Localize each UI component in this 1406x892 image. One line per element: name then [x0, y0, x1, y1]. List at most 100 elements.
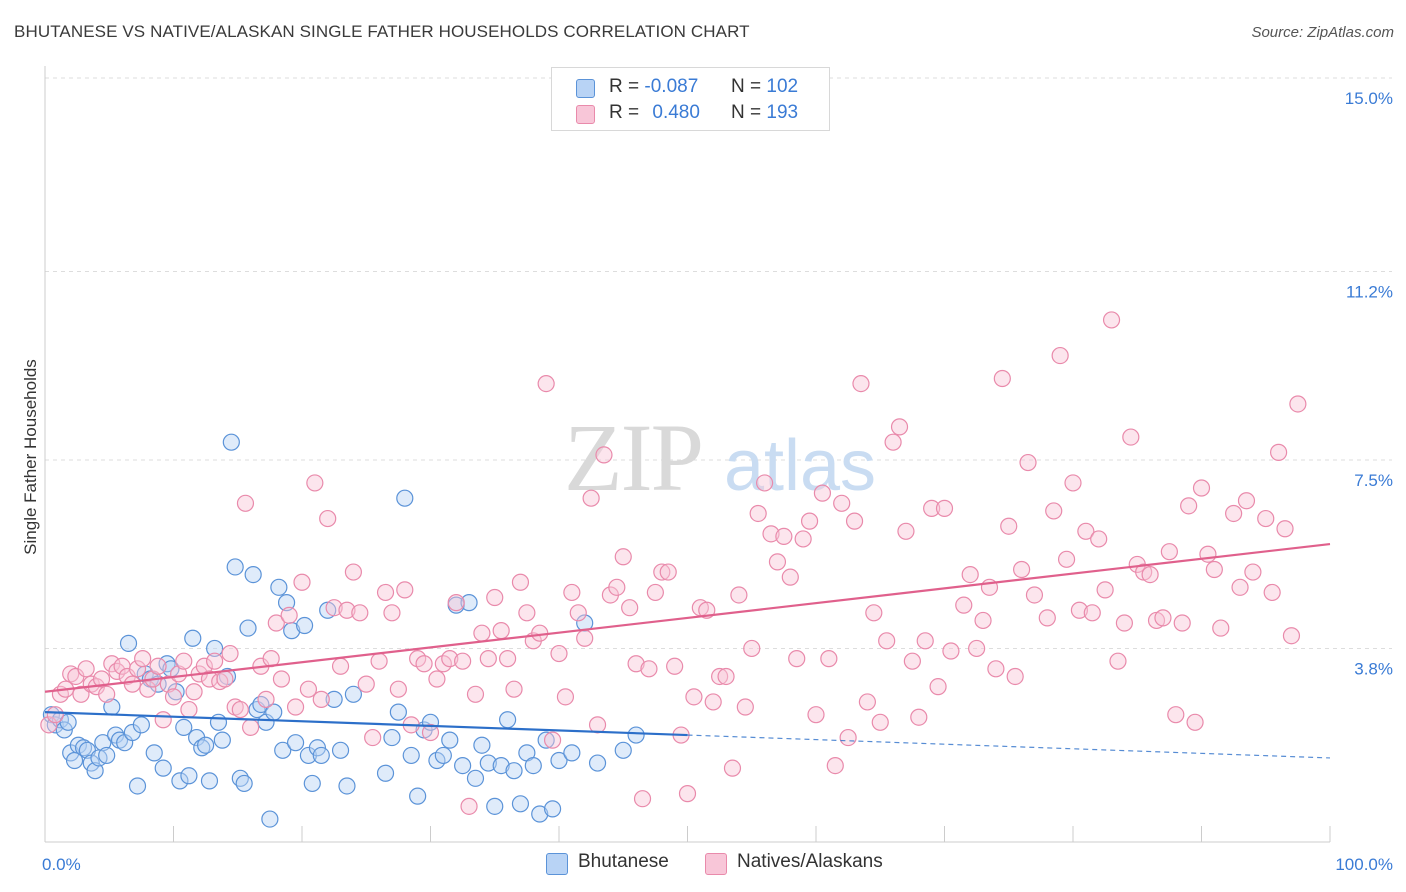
bhutanese-point-95 — [543, 800, 562, 818]
natives-point-61 — [383, 604, 401, 622]
bhutanese-point-48 — [244, 565, 262, 584]
natives-point-124 — [788, 650, 806, 668]
bhutanese-point-73 — [402, 746, 420, 765]
natives-point-38 — [236, 494, 255, 512]
natives-point-66 — [415, 655, 433, 673]
bhutanese-point-88 — [499, 711, 517, 729]
trend-line-bhutanese-extension — [687, 734, 1331, 759]
bhutanese-point-52 — [261, 810, 279, 828]
natives-point-47 — [293, 573, 311, 591]
natives-point-97 — [614, 548, 632, 566]
r-label: R = — [609, 102, 640, 123]
y-tick-label-3: 15.0% — [1345, 89, 1393, 108]
natives-point-184 — [1186, 713, 1204, 731]
natives-point-161 — [1038, 609, 1056, 627]
bhutanese-point-89 — [505, 762, 523, 780]
natives-point-34 — [216, 670, 234, 688]
natives-point-51 — [319, 509, 337, 528]
bhutanese-point-44 — [226, 558, 244, 576]
natives-point-125 — [794, 530, 812, 548]
tick-labels: 3.8% 7.5% 11.2% 15.0% 0.0% 100.0% — [42, 89, 1393, 874]
natives-point-168 — [1083, 604, 1101, 622]
natives-point-92 — [582, 489, 600, 507]
natives-point-113 — [717, 667, 735, 686]
natives-point-73 — [460, 797, 478, 815]
watermark-atlas: atlas — [724, 426, 876, 506]
natives-point-44 — [272, 670, 291, 688]
natives-point-190 — [1231, 578, 1249, 596]
natives-point-107 — [678, 785, 697, 803]
natives-point-62 — [389, 680, 407, 698]
natives-point-77 — [486, 588, 504, 607]
natives-point-108 — [685, 688, 703, 706]
bhutanese-point-32 — [175, 718, 193, 737]
r-value-natives: 0.480 — [652, 102, 700, 123]
natives-point-188 — [1212, 619, 1230, 637]
y-tick-label-2: 11.2% — [1346, 283, 1393, 302]
natives-point-87 — [550, 644, 568, 663]
natives-point-93 — [588, 716, 607, 734]
natives-point-179 — [1154, 609, 1172, 627]
natives-point-11 — [98, 685, 116, 703]
bhutanese-point-94 — [537, 731, 555, 749]
natives-point-177 — [1141, 565, 1159, 584]
natives-point-82 — [518, 604, 536, 622]
natives-point-144 — [916, 632, 934, 650]
bhutanese-point-4 — [59, 713, 77, 731]
natives-point-48 — [299, 680, 318, 698]
natives-point-164 — [1057, 550, 1076, 568]
natives-point-105 — [666, 657, 684, 675]
natives-point-120 — [762, 525, 780, 543]
natives-point-117 — [743, 639, 761, 658]
natives-point-134 — [852, 375, 870, 393]
natives-point-174 — [1122, 428, 1140, 446]
natives-point-173 — [1115, 614, 1134, 632]
natives-point-86 — [543, 731, 562, 749]
natives-point-99 — [627, 655, 645, 673]
natives-point-23 — [159, 675, 177, 693]
natives-point-162 — [1045, 502, 1063, 520]
natives-point-146 — [929, 678, 947, 696]
natives-point-27 — [180, 700, 198, 719]
bhutanese-point-97 — [563, 744, 581, 762]
natives-point-159 — [1019, 453, 1037, 472]
natives-point-189 — [1225, 504, 1243, 523]
n-value-natives: 193 — [766, 102, 799, 123]
natives-point-37 — [231, 700, 249, 719]
natives-point-100 — [633, 790, 652, 808]
natives-point-22 — [154, 711, 172, 729]
natives-point-155 — [993, 369, 1011, 388]
natives-point-43 — [267, 614, 285, 632]
natives-point-72 — [454, 652, 472, 670]
natives-point-19 — [139, 680, 157, 698]
natives-point-50 — [312, 690, 330, 708]
bhutanese-point-61 — [303, 774, 321, 793]
y-tick-label-0: 3.8% — [1354, 659, 1393, 678]
bhutanese-point-25 — [145, 744, 163, 762]
natives-point-16 — [123, 675, 141, 693]
bhutanese-point-58 — [286, 734, 305, 752]
natives-point-156 — [1000, 517, 1018, 535]
bhutanese-point-34 — [184, 629, 202, 647]
natives-point-91 — [576, 629, 594, 647]
natives-point-26 — [175, 652, 193, 670]
bhutanese-point-69 — [376, 764, 395, 782]
natives-point-81 — [511, 573, 530, 591]
natives-point-147 — [935, 499, 954, 517]
bhutanese-point-85 — [479, 754, 497, 772]
natives-point-67 — [421, 723, 440, 742]
natives-point-13 — [108, 662, 126, 680]
natives-point-55 — [344, 563, 362, 581]
natives-point-157 — [1006, 667, 1024, 686]
natives-point-32 — [206, 652, 224, 670]
bhutanese-point-55 — [274, 741, 292, 759]
watermark: ZIP atlas — [564, 404, 876, 511]
bhutanese-point-68 — [344, 685, 362, 703]
natives-point-7 — [77, 660, 95, 678]
bhutanese-point-90 — [511, 795, 530, 813]
stats-legend: R = -0.087 N = 102 R = 0.480 N = 193 — [551, 67, 830, 131]
natives-point-141 — [897, 522, 915, 540]
bhutanese-point-21 — [128, 777, 147, 795]
natives-point-122 — [775, 527, 793, 546]
natives-point-118 — [749, 504, 767, 523]
